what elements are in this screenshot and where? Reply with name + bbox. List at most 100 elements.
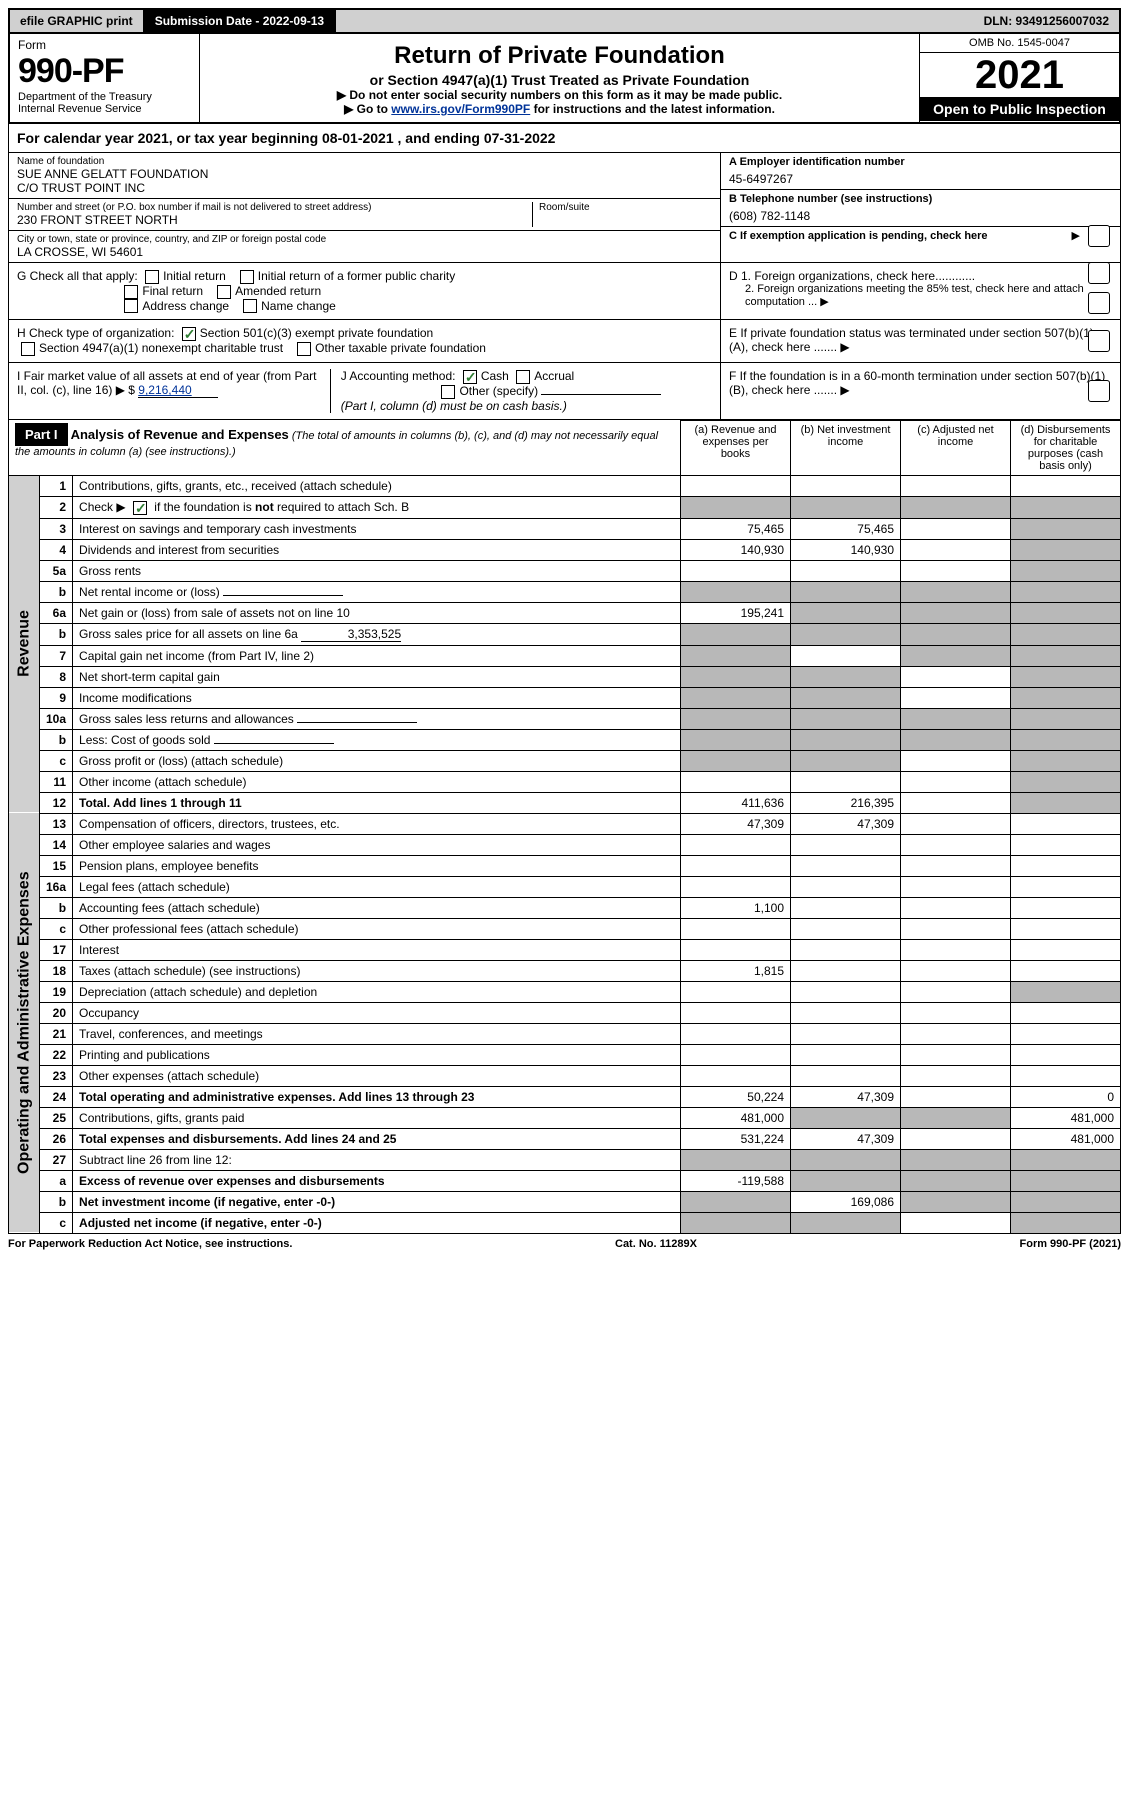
g-initial-former[interactable] [240,270,254,284]
cell-a [681,834,791,855]
cell-d: 481,000 [1011,1107,1121,1128]
cell-c [901,581,1011,602]
row-label: Total operating and administrative expen… [73,1086,681,1107]
cell-a [681,1065,791,1086]
cell-c [901,687,1011,708]
cell-a [681,1191,791,1212]
table-row: 3Interest on savings and temporary cash … [9,518,1121,539]
cell-c [901,518,1011,539]
fmv-value[interactable]: 9,216,440 [138,383,218,398]
tax-year: 2021 [920,53,1119,97]
cell-d: 0 [1011,1086,1121,1107]
form-footer-label: Form 990-PF (2021) [1020,1238,1121,1250]
g-name-change[interactable] [243,299,257,313]
cell-b [791,645,901,666]
d2-checkbox[interactable] [1088,292,1110,314]
header-left: Form 990-PF Department of the Treasury I… [10,34,200,122]
cell-a [681,581,791,602]
table-row: 15Pension plans, employee benefits [9,855,1121,876]
cell-b [791,750,901,771]
efile-label[interactable]: efile GRAPHIC print [10,10,145,32]
cell-c [901,602,1011,623]
irs-link[interactable]: www.irs.gov/Form990PF [391,102,530,116]
row-number: 1 [40,475,73,496]
h-501c3[interactable] [182,327,196,341]
cell-d [1011,496,1121,518]
cell-a: 1,815 [681,960,791,981]
row-label: Less: Cost of goods sold [73,729,681,750]
form-word: Form [18,38,191,52]
cell-c [901,539,1011,560]
row-number: 6a [40,602,73,623]
cell-b [791,687,901,708]
table-row: 11Other income (attach schedule) [9,771,1121,792]
cell-a [681,496,791,518]
cell-d [1011,666,1121,687]
row-number: 22 [40,1044,73,1065]
table-row: 22Printing and publications [9,1044,1121,1065]
part1-table: Part I Analysis of Revenue and Expenses … [8,420,1121,1234]
cell-d [1011,1212,1121,1233]
row-label: Gross sales less returns and allowances [73,708,681,729]
cell-d [1011,623,1121,645]
h-4947[interactable] [21,342,35,356]
cell-b [791,1044,901,1065]
cell-c [901,960,1011,981]
omb-number: OMB No. 1545-0047 [920,34,1119,53]
page-footer: For Paperwork Reduction Act Notice, see … [8,1234,1121,1254]
h-other-taxable[interactable] [297,342,311,356]
cell-b [791,602,901,623]
cell-b [791,939,901,960]
table-row: bGross sales price for all assets on lin… [9,623,1121,645]
cell-a [681,708,791,729]
cell-c [901,1170,1011,1191]
irs-label: Internal Revenue Service [18,103,191,115]
cell-b [791,666,901,687]
cell-c [901,897,1011,918]
e-checkbox[interactable] [1088,330,1110,352]
city-state-zip: LA CROSSE, WI 54601 [17,245,712,259]
table-row: 26Total expenses and disbursements. Add … [9,1128,1121,1149]
cell-c [901,792,1011,813]
row-number: b [40,1191,73,1212]
cell-b: 47,309 [791,1086,901,1107]
f-checkbox[interactable] [1088,380,1110,402]
row-label: Printing and publications [73,1044,681,1065]
dept-treasury: Department of the Treasury [18,91,191,103]
j-accrual[interactable] [516,370,530,384]
foundation-name-1: SUE ANNE GELATT FOUNDATION [17,167,712,181]
g-amended[interactable] [217,285,231,299]
cell-d [1011,960,1121,981]
g-initial-return[interactable] [145,270,159,284]
schb-checkbox[interactable] [133,501,147,515]
cell-d [1011,1191,1121,1212]
row-number: 16a [40,876,73,897]
cell-a [681,750,791,771]
row-number: c [40,918,73,939]
cell-a [681,666,791,687]
table-row: 18Taxes (attach schedule) (see instructi… [9,960,1121,981]
row-label: Interest [73,939,681,960]
g-address-change[interactable] [124,299,138,313]
cell-b [791,623,901,645]
cell-b [791,1212,901,1233]
d1-checkbox[interactable] [1088,262,1110,284]
row-number: 10a [40,708,73,729]
g-final-return[interactable] [124,285,138,299]
row-label: Contributions, gifts, grants, etc., rece… [73,475,681,496]
cell-d [1011,897,1121,918]
top-bar: efile GRAPHIC print Submission Date - 20… [8,8,1121,34]
cell-b [791,834,901,855]
part1-title: Analysis of Revenue and Expenses [71,427,289,442]
cell-d [1011,771,1121,792]
j-other[interactable] [441,385,455,399]
j-cash[interactable] [463,370,477,384]
cell-c [901,771,1011,792]
table-row: 14Other employee salaries and wages [9,834,1121,855]
c-checkbox[interactable] [1088,225,1110,247]
row-label: Total. Add lines 1 through 11 [73,792,681,813]
row-label: Other expenses (attach schedule) [73,1065,681,1086]
row-number: c [40,750,73,771]
cell-a [681,1044,791,1065]
addr-label: Number and street (or P.O. box number if… [17,202,532,213]
